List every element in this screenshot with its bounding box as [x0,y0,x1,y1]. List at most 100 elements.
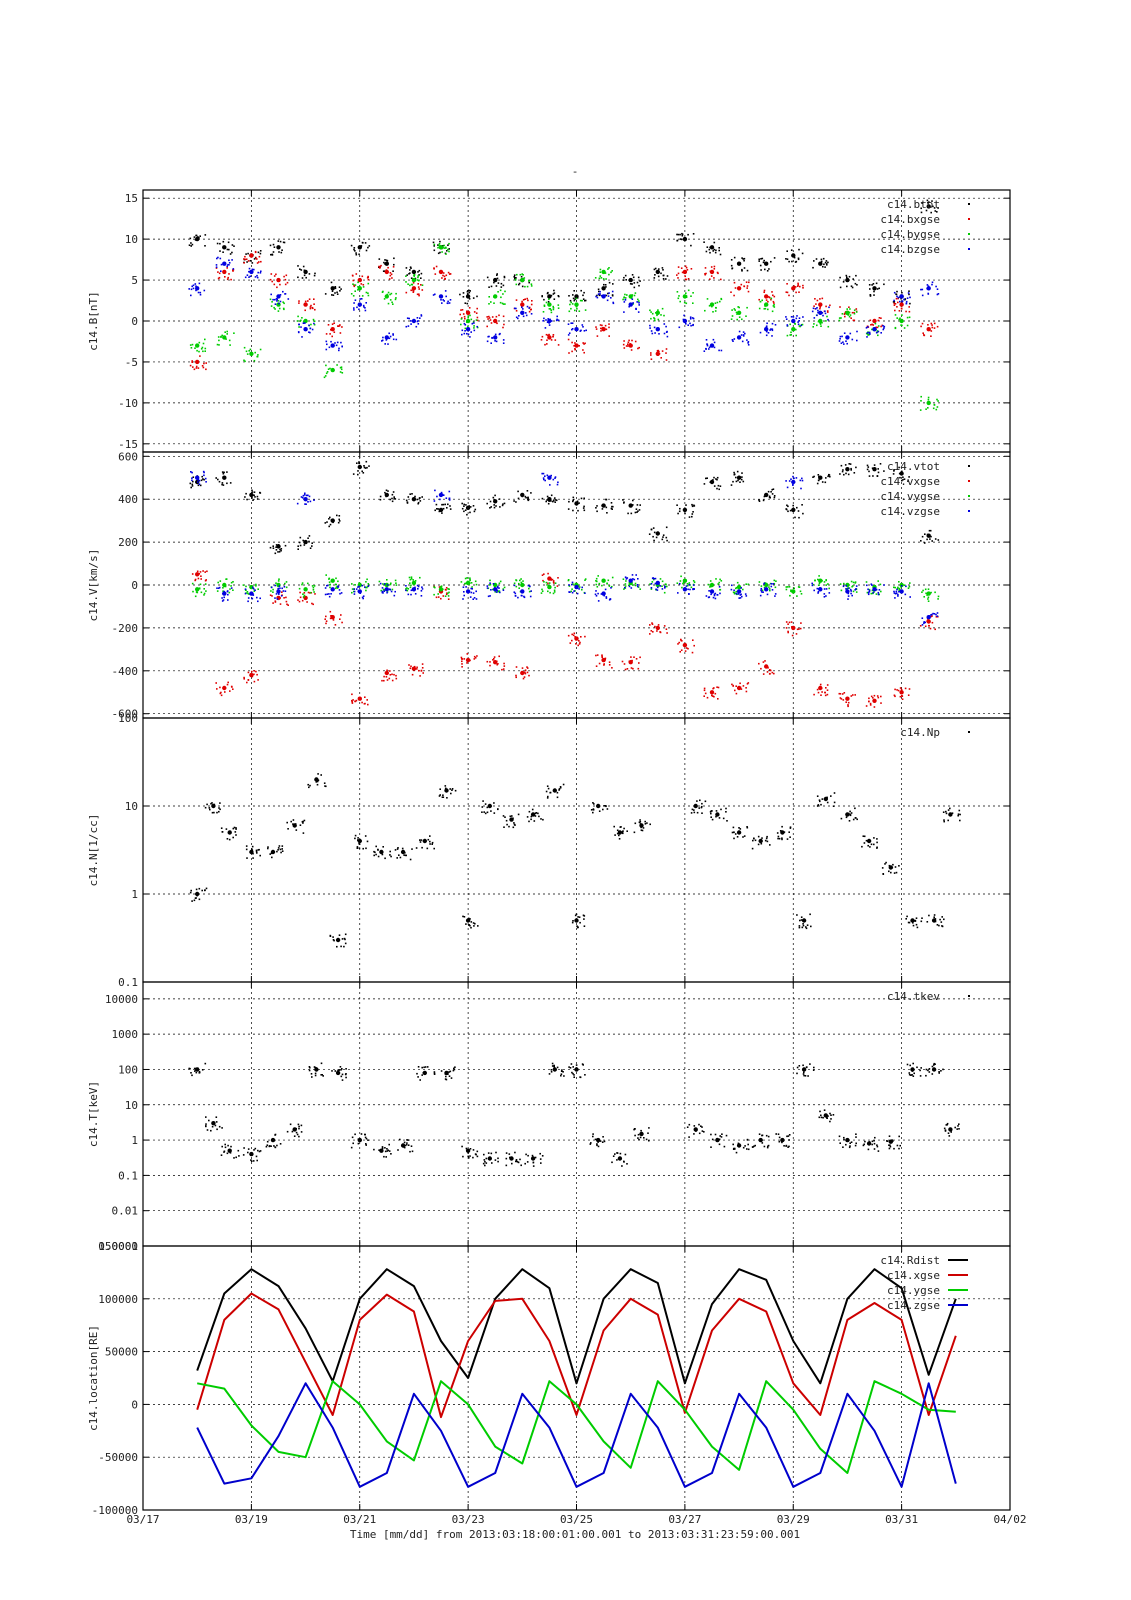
data-speck [304,300,307,303]
data-speck [598,277,601,280]
data-speck [483,811,485,813]
data-speck [312,589,315,591]
data-speck [575,297,578,300]
data-speck [252,1160,255,1162]
data-speck [353,590,356,593]
data-speck [622,832,624,835]
data-speck [461,502,463,505]
data-speck [394,298,397,301]
data-speck [465,504,467,506]
legend-swatch [968,248,970,250]
data-speck [798,1065,801,1067]
data-speck [596,1143,598,1145]
data-speck [661,538,664,541]
data-speck [650,317,652,320]
data-point [493,277,498,283]
data-speck [877,696,880,699]
data-speck [578,916,581,918]
data-speck [742,331,745,333]
data-speck [488,317,491,319]
y-tick-label: 200 [118,536,138,549]
data-speck [445,253,447,255]
data-speck [816,482,819,485]
data-point [866,838,872,844]
data-speck [723,1145,726,1148]
data-speck [687,233,689,236]
data-speck [440,597,442,600]
data-speck [270,305,273,307]
data-speck [638,509,641,511]
data-speck [824,481,827,484]
data-speck [734,833,737,835]
data-speck [328,346,331,349]
data-speck [920,211,923,214]
data-speck [271,280,273,283]
data-speck [786,250,788,252]
data-speck [442,299,444,301]
data-point [601,503,606,508]
data-speck [907,587,910,589]
data-speck [497,282,500,284]
data-speck [252,594,255,596]
data-speck [596,335,599,337]
data-speck [705,339,708,341]
data-speck [557,481,559,484]
data-point [764,587,769,592]
data-speck [447,592,449,595]
data-speck [582,349,584,351]
data-speck [357,586,359,588]
data-speck [355,253,358,256]
data-speck [855,1142,857,1145]
data-speck [448,1075,451,1077]
data-speck [882,325,884,327]
data-speck [391,673,393,676]
data-speck [828,473,830,476]
data-speck [218,810,220,813]
data-point [438,269,444,275]
data-speck [448,1071,450,1073]
data-speck [529,279,531,282]
data-speck [931,281,934,284]
data-speck [531,1154,534,1157]
data-speck [819,298,821,300]
data-speck [421,289,424,291]
data-speck [902,478,904,481]
legend-entry: c14.vxgse [880,475,940,488]
data-speck [820,260,823,263]
data-speck [842,341,844,343]
data-speck [524,669,527,671]
data-speck [448,302,451,304]
data-speck [581,586,583,589]
data-speck [366,466,368,469]
data-speck [365,847,367,850]
data-speck [574,582,577,585]
data-speck [302,593,304,595]
data-speck [684,265,687,267]
data-speck [583,918,585,920]
data-speck [248,267,251,270]
data-speck [492,583,495,585]
data-speck [947,809,950,811]
data-speck [935,613,937,616]
data-speck [339,366,342,369]
data-speck [520,594,523,597]
data-speck [203,362,205,365]
data-speck [595,328,598,330]
data-speck [256,495,259,498]
data-speck [787,1135,790,1137]
data-speck [550,311,553,314]
data-speck [721,1133,723,1135]
data-speck [605,596,608,598]
data-speck [546,584,548,586]
data-speck [410,584,412,587]
y-tick-label: 0 [131,1398,138,1411]
data-speck [435,596,438,599]
data-speck [307,501,309,503]
data-speck [893,590,895,593]
data-speck [389,274,392,277]
data-point [493,499,498,504]
data-speck [274,303,277,305]
data-point [411,286,417,291]
data-speck [754,839,757,842]
data-speck [822,257,825,260]
